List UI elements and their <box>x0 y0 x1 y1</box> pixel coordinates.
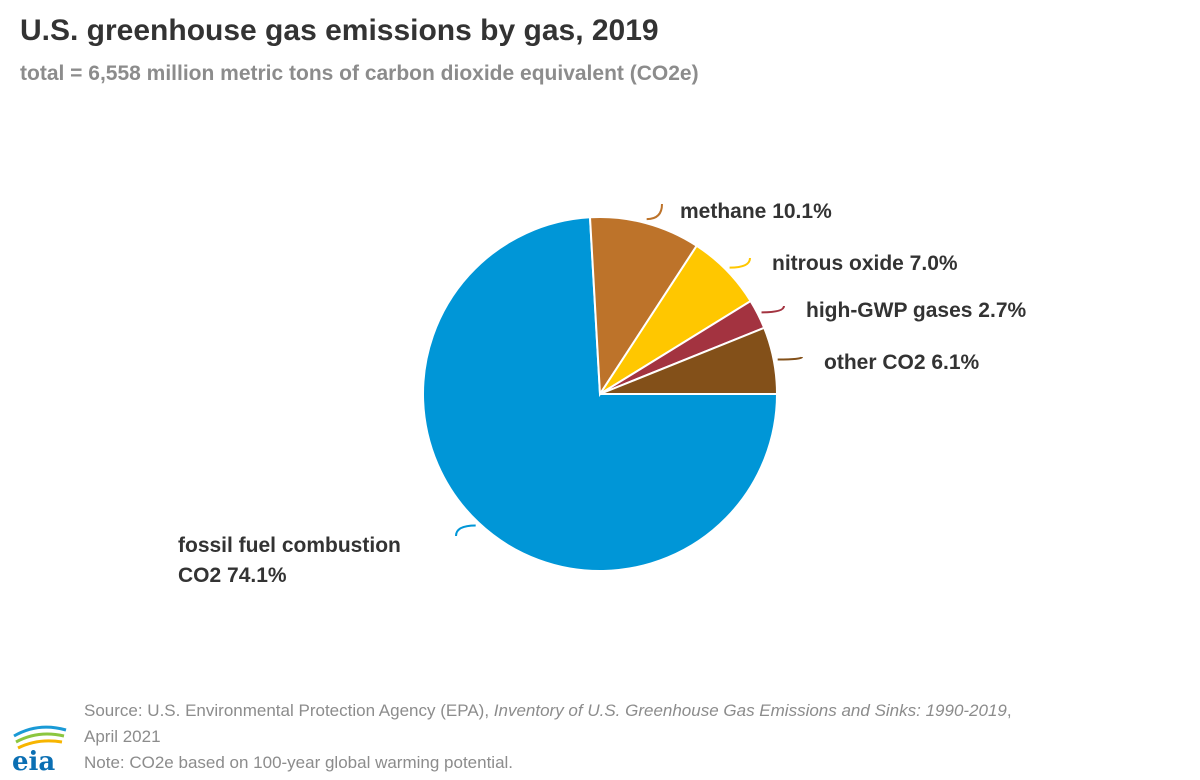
pie-slice-other-co2 <box>599 326 779 395</box>
logo-text: eia <box>12 747 55 774</box>
pie-slices <box>422 216 779 572</box>
source-title: Inventory of U.S. Greenhouse Gas Emissio… <box>493 701 1007 720</box>
source-line: Source: U.S. Environmental Protection Ag… <box>84 698 1012 724</box>
slice-label: high-GWP gases 2.7% <box>806 299 1026 322</box>
slice-label: nitrous oxide 7.0% <box>772 252 958 275</box>
source-prefix: Source: U.S. Environmental Protection Ag… <box>84 701 494 720</box>
footnote: Note: CO2e based on 100-year global warm… <box>84 753 514 772</box>
chart-title: U.S. greenhouse gas emissions by gas, 20… <box>20 14 659 47</box>
slice-label-line2: CO2 74.1% <box>178 564 287 587</box>
eia-logo-icon: eia <box>12 725 67 774</box>
slice-label: other CO2 6.1% <box>824 351 980 374</box>
chart-footer: Source: U.S. Environmental Protection Ag… <box>84 698 1012 776</box>
slice-labels: fossil fuel combustion CO2 74.1% methane 1… <box>178 200 1026 587</box>
leader-line <box>761 305 785 314</box>
source-date: April 2021 <box>84 727 161 746</box>
slice-label: methane 10.1% <box>680 200 832 223</box>
leader-line <box>455 524 476 537</box>
leader-line <box>729 257 751 269</box>
leader-line <box>646 203 663 221</box>
leader-line <box>777 356 803 361</box>
pie-slice-methane <box>588 216 699 398</box>
chart-subtitle: total = 6,558 million metric tons of car… <box>20 62 699 85</box>
leader-lines <box>455 203 803 537</box>
pie-chart: fossil fuel combustion CO2 74.1% methane 1… <box>178 200 1026 587</box>
slice-label: fossil fuel combustion <box>178 534 401 557</box>
source-suffix: , <box>1006 701 1012 720</box>
